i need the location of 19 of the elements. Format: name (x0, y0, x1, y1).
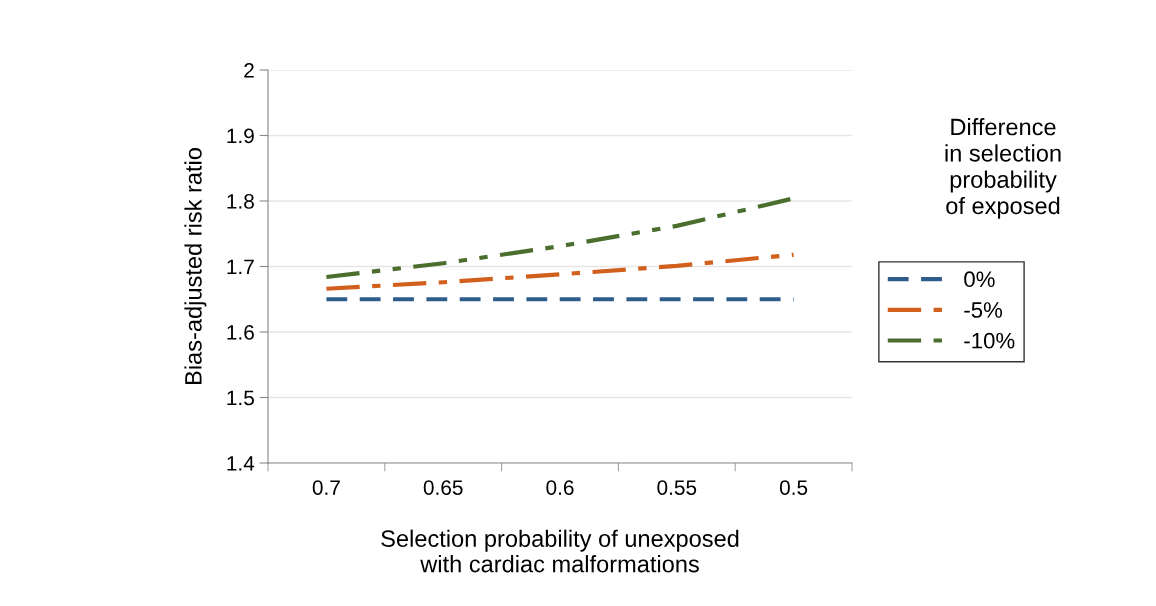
line-series (324, 252, 796, 291)
legend-title: Difference in selection probability of exposed (945, 118, 1061, 219)
x-axis-title: Selection probability of unexposed with cardiac malformations (381, 529, 739, 573)
legend-label: -10% (964, 332, 1015, 349)
y-tick-label: 1.6 (227, 325, 254, 340)
y-tick-label: 1.5 (227, 390, 254, 406)
x-tick-label: 0.6 (546, 480, 574, 495)
x-tick-label: 0.55 (657, 480, 697, 495)
y-tick-label: 2 (244, 63, 254, 78)
x-tick-label: 0.7 (312, 480, 340, 495)
x-tick-label: 0.65 (423, 480, 463, 495)
legend-label: 0% (964, 271, 995, 288)
y-tick-label: 1.4 (227, 456, 255, 471)
y-axis-title: Bias-adjusted risk ratio (184, 148, 207, 384)
y-tick-label: 1.9 (227, 128, 254, 144)
legend-label: -5% (964, 302, 1003, 318)
x-tick-label: 0.5 (779, 480, 808, 495)
y-tick-label: 1.8 (227, 194, 254, 209)
y-tick-label: 1.7 (227, 259, 254, 275)
